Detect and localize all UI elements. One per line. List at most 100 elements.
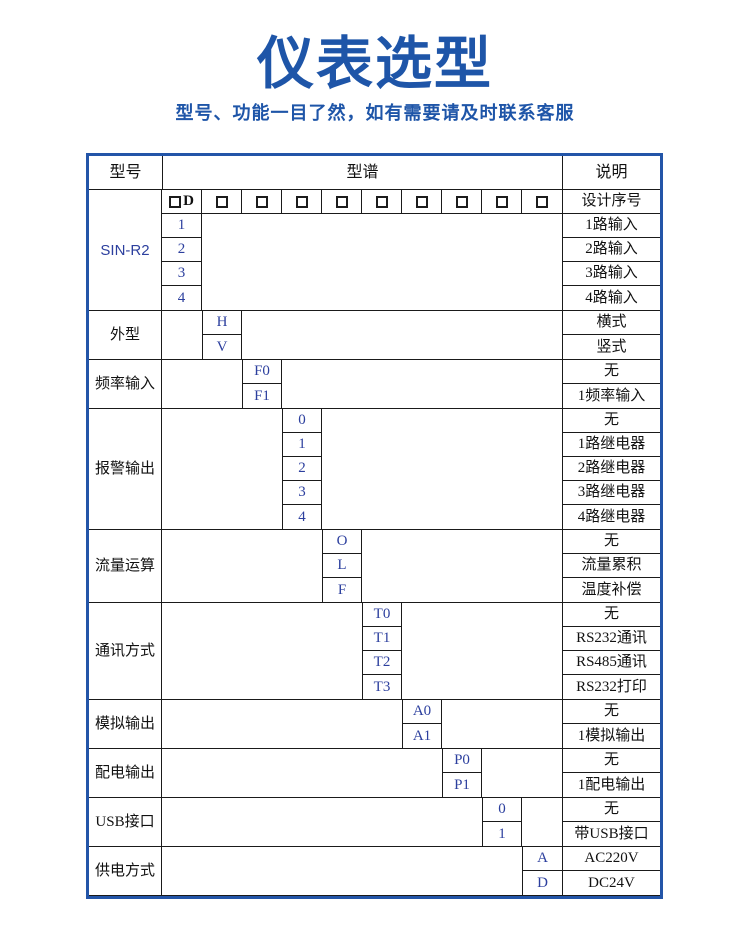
code-cell: 3 xyxy=(162,262,202,286)
code-cell: 2 xyxy=(282,457,322,481)
code-cell: T3 xyxy=(362,675,402,699)
desc-cell: 温度补偿 xyxy=(562,578,660,602)
code-cell: 4 xyxy=(282,505,322,529)
code-cell: T2 xyxy=(362,651,402,675)
desc-cell: 带USB接口 xyxy=(562,822,660,846)
section-alarm-output: 报警输出 0 无 1 1路继电器 2 2路继电器 3 3路继电器 4 4路继电器 xyxy=(89,409,660,530)
desc-cell: 2路输入 xyxy=(562,238,660,262)
code-cell: 1 xyxy=(482,822,522,846)
code-cell: 0 xyxy=(482,798,522,822)
code-cell: H xyxy=(202,311,242,335)
code-cell: F0 xyxy=(242,360,282,384)
code-cell: F xyxy=(322,578,362,602)
checkbox-icon xyxy=(536,195,548,208)
desc-cell: 设计序号 xyxy=(562,190,660,214)
desc-cell: 4路输入 xyxy=(562,286,660,310)
desc-cell: 1路继电器 xyxy=(562,433,660,457)
code-cell: T0 xyxy=(362,603,402,627)
desc-cell: 无 xyxy=(562,700,660,724)
section-power-supply: 供电方式 A AC220V D DC24V xyxy=(89,847,660,896)
code-cell: A1 xyxy=(402,724,442,748)
desc-cell: 无 xyxy=(562,409,660,433)
section-label-alarm-output: 报警输出 xyxy=(89,409,162,529)
desc-cell: 3路继电器 xyxy=(562,481,660,505)
checkbox-icon xyxy=(455,195,468,208)
code-cell: F1 xyxy=(242,384,282,408)
section-shape: 外型 H 横式 V 竖式 xyxy=(89,311,660,360)
section-model: SIN-R2 D 设计序号 1 1路输入 2 2路输入 3 3路输入 4 4路输… xyxy=(89,190,660,311)
desc-cell: 1频率输入 xyxy=(562,384,660,408)
section-flow-calculation: 流量运算 O 无 L 流量累积 F 温度补偿 xyxy=(89,530,660,603)
desc-cell: RS232通讯 xyxy=(562,627,660,651)
design-checkbox-cell xyxy=(442,190,482,214)
desc-cell: 1配电输出 xyxy=(562,773,660,797)
desc-cell: 2路继电器 xyxy=(562,457,660,481)
section-frequency-input: 频率输入 F0 无 F1 1频率输入 xyxy=(89,360,660,409)
section-label-shape: 外型 xyxy=(89,311,162,359)
code-cell: O xyxy=(322,530,362,554)
code-cell: 1 xyxy=(282,433,322,457)
page-title: 仪表选型 xyxy=(257,32,493,96)
model-selection-table: 型号 型谱 说明 SIN-R2 D 设计序号 1 1路输入 2 2路输入 3 3… xyxy=(86,153,663,899)
header-model: 型号 xyxy=(109,163,142,181)
code-cell: 0 xyxy=(282,409,322,433)
section-power-distribution-output: 配电输出 P0 无 P1 1配电输出 xyxy=(89,749,660,798)
section-label-analog-output: 模拟输出 xyxy=(89,700,162,748)
section-label-frequency-input: 频率输入 xyxy=(89,360,162,408)
code-cell: P0 xyxy=(442,749,482,773)
design-checkbox-cell xyxy=(362,190,402,214)
checkbox-icon xyxy=(415,195,428,208)
checkbox-icon xyxy=(215,195,228,208)
desc-cell: 无 xyxy=(562,749,660,773)
design-checkbox-cell: D xyxy=(162,190,202,214)
section-label-model: SIN-R2 xyxy=(89,190,162,310)
code-cell: 4 xyxy=(162,286,202,310)
desc-cell: 竖式 xyxy=(562,335,660,359)
desc-cell: 3路输入 xyxy=(562,262,660,286)
code-cell: D xyxy=(522,871,562,895)
code-cell: T1 xyxy=(362,627,402,651)
section-analog-output: 模拟输出 A0 无 A1 1模拟输出 xyxy=(89,700,660,749)
section-usb-port: USB接口 0 无 1 带USB接口 xyxy=(89,798,660,847)
desc-cell: 1模拟输出 xyxy=(562,724,660,748)
section-communication: 通讯方式 T0 无 T1 RS232通讯 T2 RS485通讯 T3 RS232… xyxy=(89,603,660,700)
desc-cell: RS485通讯 xyxy=(562,651,660,675)
code-cell: A xyxy=(522,847,562,871)
code-cell: L xyxy=(322,554,362,578)
code-cell: A0 xyxy=(402,700,442,724)
section-label-flow-calculation: 流量运算 xyxy=(89,530,162,602)
design-checkbox-cell xyxy=(322,190,362,214)
desc-cell: 无 xyxy=(562,798,660,822)
checkbox-icon xyxy=(295,195,308,208)
checkbox-icon xyxy=(335,195,348,208)
section-label-power-distribution-output: 配电输出 xyxy=(89,749,162,797)
desc-cell: 无 xyxy=(562,530,660,554)
design-checkbox-cell xyxy=(522,190,562,214)
checkbox-icon xyxy=(169,195,182,208)
desc-cell: RS232打印 xyxy=(562,675,660,699)
design-letter: D xyxy=(183,193,194,209)
page-subtitle: 型号、功能一目了然，如有需要请及时联系客服 xyxy=(175,103,575,123)
design-checkbox-cell xyxy=(202,190,242,214)
code-cell: 1 xyxy=(162,214,202,238)
desc-cell: DC24V xyxy=(562,871,660,895)
design-checkbox-cell xyxy=(402,190,442,214)
desc-cell: 无 xyxy=(562,603,660,627)
code-cell: P1 xyxy=(442,773,482,797)
desc-cell: AC220V xyxy=(562,847,660,871)
code-cell: 2 xyxy=(162,238,202,262)
header-description: 说明 xyxy=(562,156,660,189)
checkbox-icon xyxy=(495,195,508,208)
section-label-power-supply: 供电方式 xyxy=(89,847,162,895)
design-checkbox-cell xyxy=(282,190,322,214)
header-spectrum: 型谱 xyxy=(162,156,562,189)
code-cell: V xyxy=(202,335,242,359)
desc-cell: 1路输入 xyxy=(562,214,660,238)
checkbox-icon xyxy=(255,195,268,208)
design-checkbox-cell xyxy=(482,190,522,214)
checkbox-icon xyxy=(375,195,388,208)
table-header-row: 型号 型谱 说明 xyxy=(89,156,660,190)
code-cell: 3 xyxy=(282,481,322,505)
section-label-communication: 通讯方式 xyxy=(89,603,162,699)
design-checkbox-cell xyxy=(242,190,282,214)
